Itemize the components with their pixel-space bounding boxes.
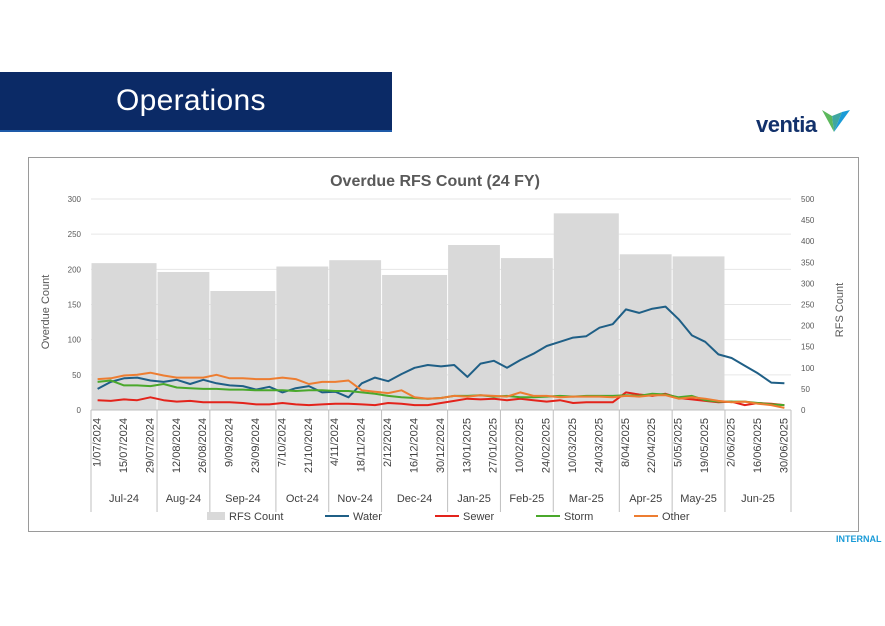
chart-panel: Overdue RFS Count (24 FY) 0 50 100 150 200 25… — [28, 157, 859, 532]
y2-axis-title: RFS Count — [834, 283, 846, 337]
x-tick-label: 2/12/2024 — [382, 418, 394, 467]
x-tick-label: 30/06/2025 — [778, 418, 790, 473]
ventia-leaf-logo-icon — [822, 110, 850, 132]
rfs-count-bars — [91, 213, 725, 410]
series-lines — [97, 305, 785, 409]
rfs-bar-nov-24 — [329, 260, 382, 410]
y2-tick-label: 500 — [801, 195, 815, 204]
y-axis: 0 50 100 150 200 250 300 — [68, 195, 82, 415]
y-tick-label: 50 — [72, 371, 81, 380]
x-tick-label: 9/09/2024 — [224, 418, 236, 467]
rfs-bar-apr-25 — [619, 254, 672, 410]
month-label: Nov-24 — [337, 493, 372, 505]
x-tick-label: 5/05/2025 — [673, 418, 685, 467]
x-tick-label: 15/07/2024 — [118, 418, 130, 473]
x-tick-label: 22/04/2025 — [646, 418, 658, 473]
y2-tick-label: 450 — [801, 216, 815, 225]
x-tick-label: 12/08/2024 — [171, 418, 183, 473]
month-label: Dec-24 — [397, 493, 432, 505]
y2-tick-label: 400 — [801, 237, 815, 246]
y2-tick-label: 300 — [801, 279, 815, 288]
month-label: Mar-25 — [569, 493, 604, 505]
brand-logo: ventia — [756, 108, 852, 138]
y2-tick-label: 350 — [801, 258, 815, 267]
classification-label: INTERNAL — [836, 534, 882, 544]
rfs-bar-mar-25 — [553, 213, 619, 410]
y2-tick-label: 50 — [801, 385, 810, 394]
rfs-bar-oct-24 — [276, 266, 329, 410]
month-label: Apr-25 — [629, 493, 662, 505]
section-banner: Operations — [0, 72, 392, 132]
legend-label: Sewer — [463, 511, 495, 523]
rfs-bar-may-25 — [672, 256, 725, 410]
legend-label: Storm — [564, 511, 593, 523]
logo-wordmark: ventia — [756, 112, 817, 137]
legend-label: RFS Count — [229, 511, 283, 523]
y-tick-label: 200 — [68, 265, 82, 274]
legend-label: Other — [662, 511, 690, 523]
y2-tick-label: 250 — [801, 301, 815, 310]
x-tick-label: 16/12/2024 — [408, 418, 420, 473]
chart-title: Overdue RFS Count (24 FY) — [330, 173, 540, 190]
month-label: Jul-24 — [109, 493, 139, 505]
x-tick-label: 10/02/2025 — [514, 418, 526, 473]
legend-swatch-rfs — [207, 512, 225, 520]
x-tick-label: 24/03/2025 — [593, 418, 605, 473]
x-tick-label: 23/09/2024 — [250, 418, 262, 473]
series-line-water — [97, 305, 785, 399]
month-label: Aug-24 — [166, 493, 201, 505]
y-axis-title: Overdue Count — [40, 275, 52, 350]
x-tick-label: 8/04/2025 — [620, 418, 632, 467]
x-tick-label: 1/07/2024 — [92, 418, 104, 467]
y-tick-label: 100 — [68, 336, 82, 345]
x-tick-label: 21/10/2024 — [303, 418, 315, 473]
x-tick-label: 13/01/2025 — [461, 418, 473, 473]
x-tick-label: 16/06/2025 — [752, 418, 764, 473]
x-tick-label: 19/05/2025 — [699, 418, 711, 473]
rfs-bar-jan-25 — [448, 244, 500, 410]
x-tick-label: 27/01/2025 — [488, 418, 500, 473]
month-label: Feb-25 — [509, 493, 544, 505]
y-tick-label: 0 — [77, 406, 82, 415]
y-tick-label: 250 — [68, 230, 82, 239]
rfs-bar-sep-24 — [210, 290, 276, 410]
rfs-bar-feb-25 — [500, 258, 553, 410]
month-label: Sep-24 — [225, 493, 260, 505]
x-tick-label: 30/12/2024 — [435, 418, 447, 473]
month-label: Jan-25 — [457, 493, 491, 505]
x-axis: 1/07/2024 15/07/2024 29/07/2024 12/08/2024 2… — [90, 409, 792, 512]
x-tick-label: 2/06/2025 — [725, 418, 737, 467]
legend-label: Water — [353, 511, 382, 523]
y2-tick-label: 200 — [801, 322, 815, 331]
x-tick-label: 10/03/2025 — [567, 418, 579, 473]
x-tick-label: 4/11/2024 — [329, 418, 341, 466]
month-label: Oct-24 — [286, 493, 319, 505]
series-line-other — [97, 371, 785, 409]
month-label: May-25 — [680, 493, 717, 505]
x-tick-label: 26/08/2024 — [197, 418, 209, 473]
x-tick-label: 18/11/2024 — [356, 418, 368, 472]
x-tick-label: 29/07/2024 — [144, 418, 156, 473]
page-title: Operations — [116, 84, 266, 117]
y2-tick-label: 100 — [801, 364, 815, 373]
y2-tick-label: 150 — [801, 343, 815, 352]
overdue-rfs-chart: Overdue RFS Count (24 FY) 0 50 100 150 200 25… — [40, 173, 846, 523]
x-tick-label: 24/02/2025 — [541, 418, 553, 473]
y-tick-label: 150 — [68, 301, 82, 310]
x-tick-label: 7/10/2024 — [276, 418, 288, 467]
rfs-bar-dec-24 — [382, 274, 448, 410]
y2-axis: 0 50 100 150 200 250 300 350 400 450 500 — [801, 195, 815, 415]
y2-tick-label: 0 — [801, 406, 806, 415]
y-tick-label: 300 — [68, 195, 82, 204]
chart-legend: RFS Count Water Sewer Storm Other — [207, 511, 690, 523]
month-label: Jun-25 — [741, 493, 775, 505]
